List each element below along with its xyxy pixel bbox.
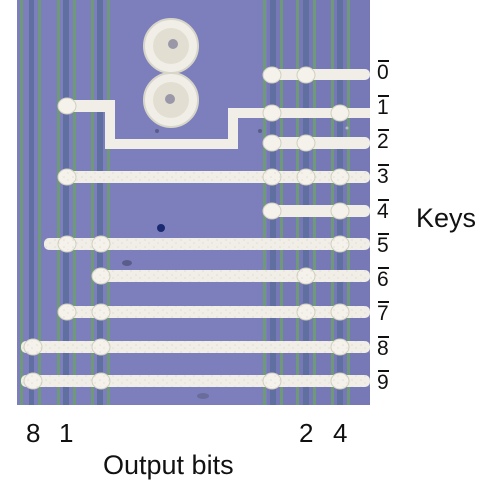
key-label-1: 1 — [377, 95, 389, 119]
bond-pads — [143, 18, 199, 128]
key-label-5: 5 — [377, 233, 389, 257]
key-label-4: 4 — [377, 199, 389, 223]
debris — [122, 126, 349, 399]
metal-texture — [21, 171, 370, 387]
pad-trace — [61, 100, 370, 149]
key-label-0: 0 — [377, 60, 389, 84]
key-label-3: 3 — [377, 164, 389, 188]
die-photo — [17, 0, 370, 405]
keys-title: Keys — [416, 203, 477, 233]
bit-label-1: 1 — [59, 418, 74, 448]
key-label-2: 2 — [377, 129, 389, 153]
key-label-6: 6 — [377, 267, 389, 291]
key-label-8: 8 — [377, 336, 389, 360]
bit-label-4: 4 — [333, 418, 348, 448]
key-label-7: 7 — [377, 301, 389, 325]
bit-label-8: 8 — [26, 418, 41, 448]
substrate-right — [267, 0, 370, 405]
bit-lines-left — [20, 0, 110, 405]
key-label-9: 9 — [377, 370, 389, 394]
output-bits-title: Output bits — [103, 450, 234, 480]
bit-label-2: 2 — [299, 418, 314, 448]
